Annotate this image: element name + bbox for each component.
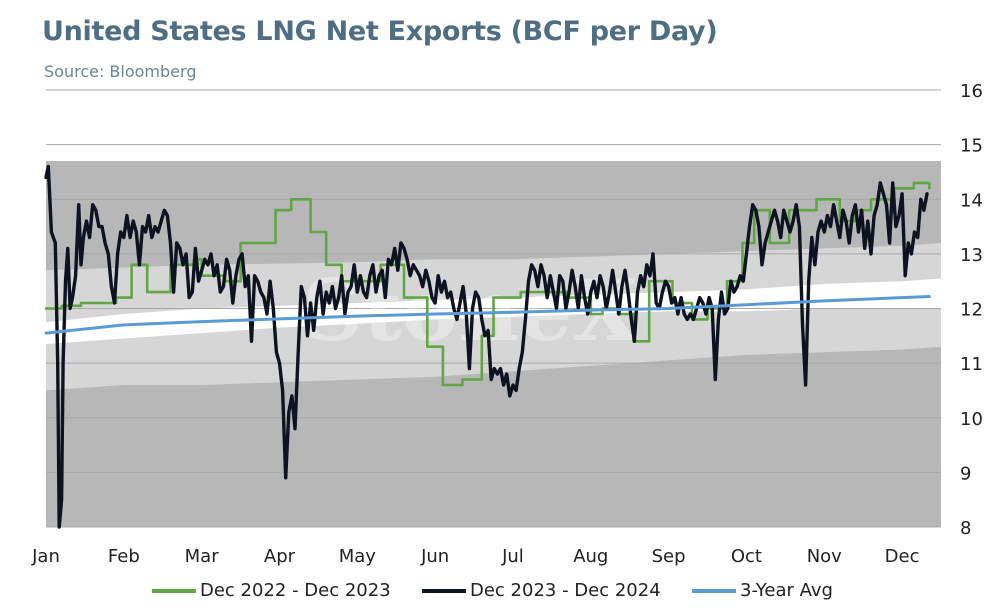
- x-tick-label: Sep: [652, 546, 686, 567]
- y-tick-label: 9: [960, 463, 971, 484]
- legend-swatch: [692, 588, 736, 593]
- series-line-1: [44, 181, 931, 387]
- x-tick-label: Jan: [31, 546, 60, 567]
- x-tick-label: Jul: [501, 546, 524, 567]
- x-tick-label: Mar: [185, 546, 220, 567]
- y-tick-label: 10: [960, 409, 983, 430]
- y-tick-label: 8: [960, 518, 971, 539]
- y-tick-label: 14: [960, 190, 983, 211]
- series-line-2: [44, 164, 929, 529]
- x-tick-label: Aug: [573, 546, 608, 567]
- legend-item: Dec 2023 - Dec 2024: [422, 580, 661, 601]
- x-tick-label: May: [339, 546, 377, 567]
- legend-label: 3-Year Avg: [740, 580, 833, 601]
- y-tick-label: 16: [960, 81, 983, 102]
- x-tick-label: Oct: [731, 546, 762, 567]
- legend-swatch: [422, 588, 466, 593]
- legend-label: Dec 2022 - Dec 2023: [200, 580, 391, 601]
- legend-swatch: [152, 588, 196, 593]
- x-tick-label: Feb: [108, 546, 140, 567]
- x-axis-ticks: Jan Feb Mar Apr May Jun Jul Aug Sep Oct Nov Dec: [31, 546, 919, 567]
- x-tick-label: Dec: [885, 546, 920, 567]
- legend-item: 3-Year Avg: [692, 580, 833, 601]
- legend: Dec 2022 - Dec 2023 Dec 2023 - Dec 2024 3-…: [0, 580, 994, 608]
- y-tick-label: 11: [960, 354, 983, 375]
- chart-subtitle: Source: Bloomberg: [44, 62, 197, 81]
- y-tick-label: 13: [960, 245, 983, 266]
- x-tick-label: Apr: [264, 546, 296, 567]
- legend-label: Dec 2023 - Dec 2024: [470, 580, 661, 601]
- y-axis-ticks: 8 9 10 11 12 13 14 15 16: [960, 81, 983, 539]
- series-lines: [44, 164, 931, 529]
- series-line-3: [44, 295, 931, 335]
- x-tick-label: Nov: [807, 546, 842, 567]
- legend-item: Dec 2022 - Dec 2023: [152, 580, 391, 601]
- y-tick-label: 15: [960, 136, 983, 157]
- chart-title: United States LNG Net Exports (BCF per D…: [42, 16, 718, 47]
- x-tick-label: Jun: [420, 546, 449, 567]
- y-tick-label: 12: [960, 300, 983, 321]
